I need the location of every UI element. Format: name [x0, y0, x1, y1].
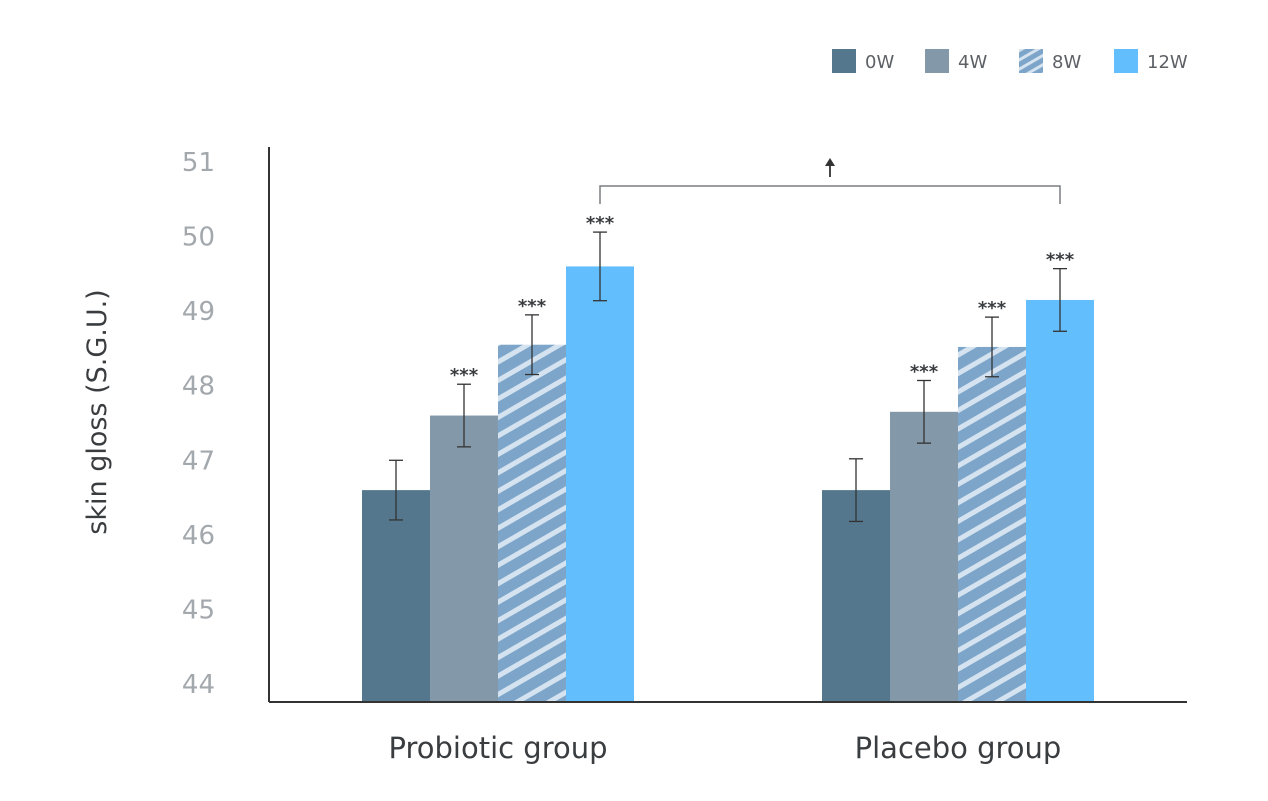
- y-tick-label: 46: [182, 521, 215, 551]
- x-category-label: Placebo group: [855, 731, 1062, 765]
- legend-swatch-4w: [925, 49, 949, 73]
- y-tick-label: 48: [182, 372, 215, 402]
- bar-8w: [498, 344, 566, 702]
- legend-label-8w: 8W: [1052, 52, 1081, 73]
- legend-swatch-0w: [832, 49, 856, 73]
- significance-label: ***: [978, 298, 1007, 319]
- y-tick-label: 51: [182, 148, 215, 178]
- legend-label-12w: 12W: [1147, 52, 1188, 73]
- legend-swatch-12w: [1114, 49, 1138, 73]
- bar-12w: [1026, 299, 1094, 702]
- y-tick-label: 45: [182, 595, 215, 625]
- bar-0w: [822, 490, 890, 702]
- plot-area: *** *** *** *** *** ***: [362, 158, 1094, 702]
- legend-swatch-8w: [1019, 49, 1043, 73]
- bar-4w: [890, 411, 958, 702]
- bar-0w: [362, 490, 430, 702]
- y-tick-label: 50: [182, 223, 215, 253]
- significance-label: ***: [586, 213, 615, 234]
- y-tick-label: 44: [182, 670, 215, 700]
- significance-label: ***: [1046, 250, 1075, 271]
- significance-label: ***: [518, 296, 547, 317]
- bar-4w: [430, 415, 498, 702]
- x-category-label: Probiotic group: [388, 731, 607, 765]
- axes: 44 45 46 47 48 49 50 51 Probiotic group Placebo g…: [182, 147, 1187, 765]
- significance-label: ***: [450, 365, 479, 386]
- legend-label-0w: 0W: [865, 52, 894, 73]
- y-tick-label: 47: [182, 446, 215, 476]
- bar-12w: [566, 266, 634, 702]
- legend-label-4w: 4W: [958, 52, 987, 73]
- significance-label: ***: [910, 361, 939, 382]
- comparison-bracket: [599, 185, 1061, 204]
- comparison-arrow-icon: [825, 158, 835, 166]
- bar-8w: [958, 346, 1026, 702]
- y-axis-label: skin gloss (S.G.U.): [82, 289, 113, 534]
- legend: 0W 4W 8W 12W: [832, 49, 1188, 73]
- y-tick-label: 49: [182, 297, 215, 327]
